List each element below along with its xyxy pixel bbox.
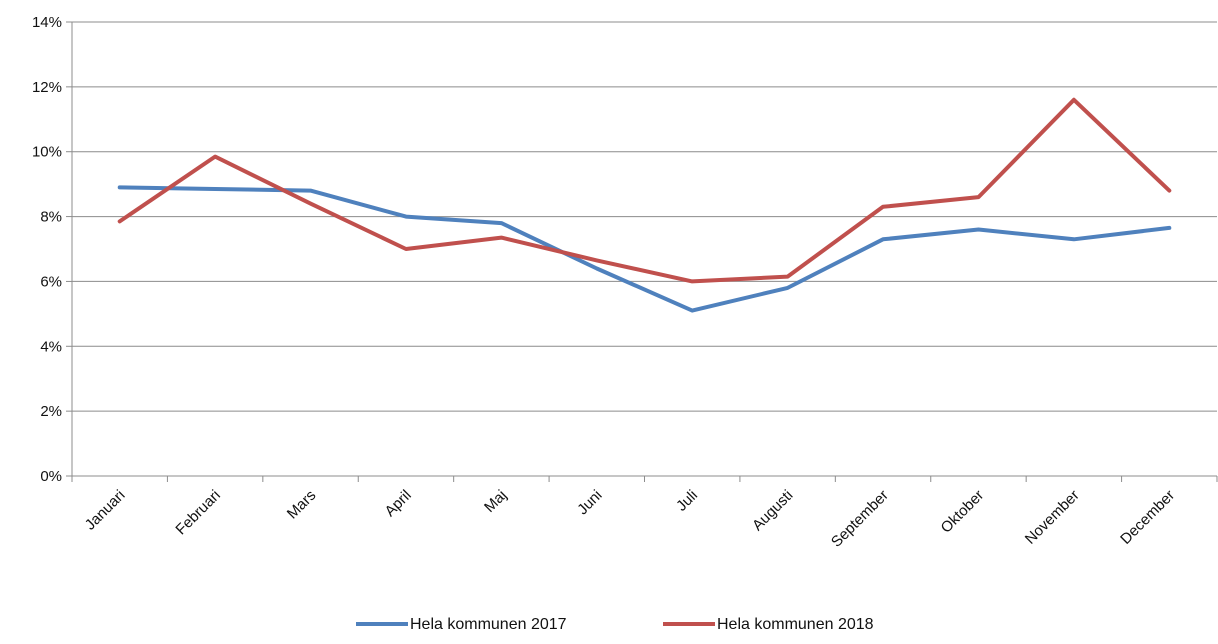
- y-tick-label: 8%: [40, 209, 62, 226]
- series-lines: [117, 97, 1172, 313]
- y-tick-label: 10%: [32, 144, 62, 161]
- x-tick-label: September: [828, 487, 892, 551]
- y-tick-label: 2%: [40, 403, 62, 420]
- x-tick-label: April: [382, 487, 415, 520]
- legend: Hela kommunen 2017 Hela kommunen 2018: [356, 616, 874, 633]
- x-tick-label: Juli: [673, 487, 701, 515]
- x-tick-label: November: [1022, 487, 1083, 548]
- x-tick-label: Januari: [82, 487, 129, 534]
- series-line-2: [117, 97, 1172, 284]
- legend-label-1: Hela kommunen 2017: [410, 616, 567, 633]
- x-tick-label: Mars: [284, 487, 320, 523]
- y-tick-label: 0%: [40, 468, 62, 485]
- x-tick-label: Juni: [574, 487, 605, 518]
- y-tick-label: 12%: [32, 79, 62, 96]
- y-tick-label: 4%: [40, 338, 62, 355]
- y-tick-label: 6%: [40, 273, 62, 290]
- x-tick-label: Februari: [172, 487, 224, 539]
- x-tick-label: Maj: [481, 487, 510, 516]
- x-tick-label: Oktober: [938, 487, 988, 537]
- series-line-1: [117, 185, 1172, 313]
- gridlines: [72, 21, 1217, 412]
- x-tick-label: Augusti: [749, 487, 796, 534]
- legend-label-2: Hela kommunen 2018: [717, 616, 874, 633]
- x-tick-label: December: [1117, 487, 1178, 548]
- y-tick-label: 14%: [32, 14, 62, 31]
